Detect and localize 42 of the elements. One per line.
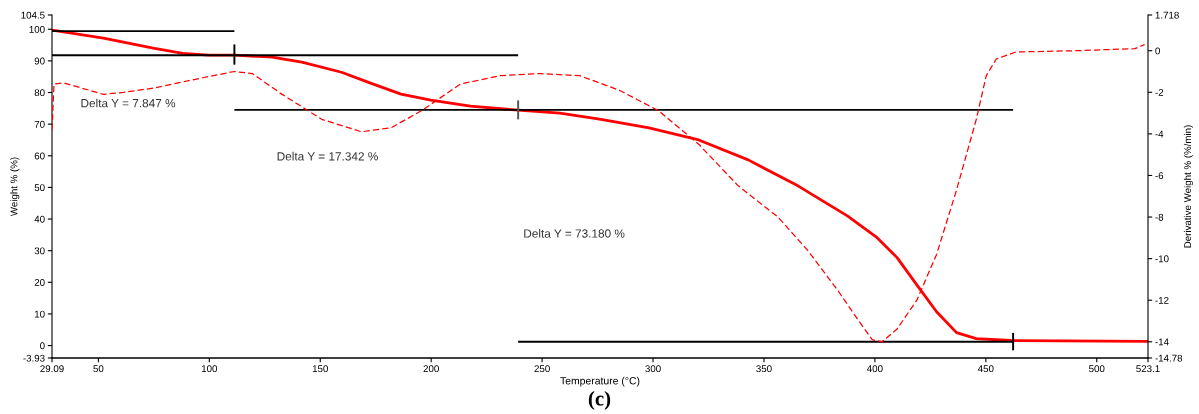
text: (c) xyxy=(588,390,611,410)
x-tick-label: 100 xyxy=(201,365,218,373)
y-axis-title: Weight % (%) xyxy=(10,157,20,217)
y-tick-label: 20 xyxy=(34,279,45,286)
x-axis-title: Temperature (°C) xyxy=(560,376,640,387)
y2-tick-label: 0 xyxy=(1155,47,1160,55)
y-tick-label: 70 xyxy=(34,120,45,128)
x-tick-label: 350 xyxy=(756,365,772,373)
y2-tick-label: -8 xyxy=(1155,213,1164,221)
y-tick-label: 104.5 xyxy=(21,11,45,19)
y-tick-label: 60 xyxy=(34,152,45,160)
y2-tick-label: -12 xyxy=(1155,296,1169,304)
y2-tick-label: -4 xyxy=(1155,130,1164,138)
y2-axis-title: Derivative Weight % (%/min) xyxy=(1183,125,1193,248)
x-tick-label: 400 xyxy=(867,365,883,373)
y-tick-label: 10 xyxy=(34,310,45,318)
y-tick-label: 80 xyxy=(34,89,45,97)
x-tick-label: 500 xyxy=(1089,365,1105,373)
x-tick-label: 200 xyxy=(423,365,439,373)
annotation: Delta Y = 7.847 % xyxy=(81,98,176,108)
x-tick-label: 150 xyxy=(312,365,328,373)
y2-tick-label: -6 xyxy=(1155,172,1164,180)
x-tick-label: 50 xyxy=(93,365,104,373)
y-tick-label: -3.93 xyxy=(23,354,45,362)
y2-tick-label: -14.78 xyxy=(1155,354,1183,362)
y2-tick-label: -2 xyxy=(1155,89,1164,96)
y-tick-label: 100 xyxy=(29,25,45,33)
x-tick-label: 250 xyxy=(534,365,550,373)
annotation: Delta Y = 17.342 % xyxy=(277,151,378,161)
y-tick-label: 40 xyxy=(34,215,45,223)
y-tick-label: 0 xyxy=(40,342,45,350)
x-tick-label: 300 xyxy=(645,365,661,373)
y-tick-label: 50 xyxy=(34,184,45,192)
y2-tick-label: 1.718 xyxy=(1155,11,1179,19)
y2-tick-label: -10 xyxy=(1155,255,1169,263)
y-tick-label: 30 xyxy=(34,247,45,255)
x-tick-label: 450 xyxy=(977,365,994,373)
x-tick-label: 523.1 xyxy=(1136,365,1160,373)
x-tick-label: 29.09 xyxy=(40,365,64,373)
y-tick-label: 90 xyxy=(34,57,45,65)
annotation: Delta Y = 73.180 % xyxy=(524,229,625,238)
y2-tick-label: -14 xyxy=(1155,338,1169,346)
